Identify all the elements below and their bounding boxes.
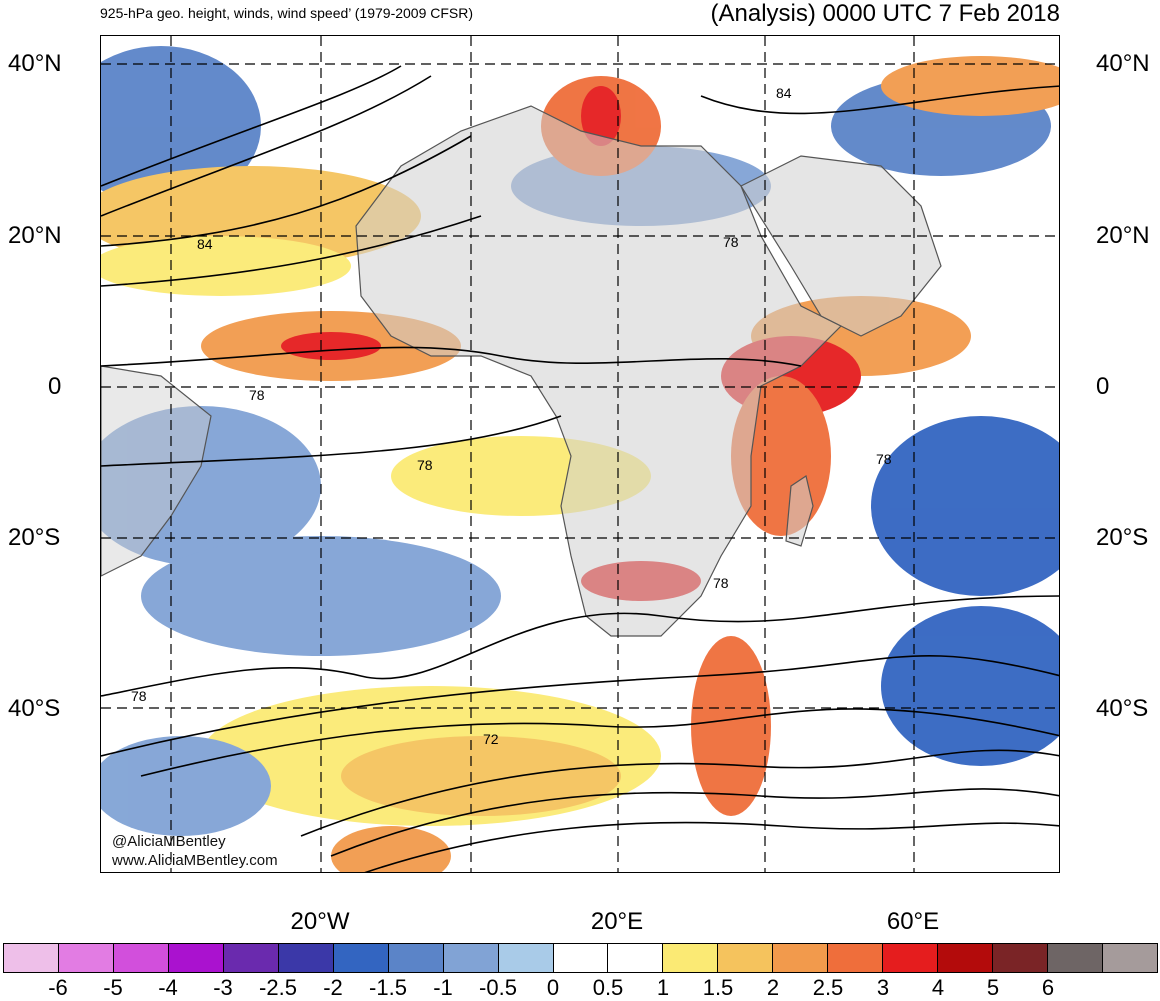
colorbar-swatch <box>388 944 444 972</box>
lon-label: 20°W <box>290 908 350 935</box>
lat-label-left: 20°N <box>8 222 62 249</box>
colorbar-swatch <box>168 944 224 972</box>
lat-label-right: 20°N <box>1096 222 1150 249</box>
colorbar-swatch <box>553 944 609 972</box>
colorbar-tick-label: -1.5 <box>369 975 407 1000</box>
colorbar-swatch <box>4 944 59 972</box>
colorbar-tick-label: -2.5 <box>259 975 297 1000</box>
contour-label: 78 <box>723 234 739 250</box>
colorbar-swatch <box>443 944 499 972</box>
lat-label-right: 40°S <box>1096 695 1149 722</box>
colorbar-tick-label: -0.5 <box>479 975 517 1000</box>
colorbar-swatch <box>718 944 774 972</box>
height-contours <box>101 65 1059 872</box>
colorbar-swatch <box>223 944 279 972</box>
contour-label: 84 <box>197 236 213 252</box>
lon-label: 20°E <box>590 908 644 935</box>
credit-handle: @AliciaMBentley <box>112 833 226 850</box>
africa-landmass <box>355 105 843 637</box>
map-panel: 84 84 78 78 78 78 78 78 72 <box>100 35 1060 873</box>
colorbar-tick-label: 1.5 <box>702 975 734 1000</box>
colorbar-tick-label: -2 <box>323 975 343 1000</box>
contour-label: 72 <box>483 731 499 747</box>
colorbar-tick-label: -6 <box>48 975 68 1000</box>
contour-label: 78 <box>713 575 729 591</box>
colorbar-tick-label: -3 <box>213 975 233 1000</box>
colorbar-tick-label: -5 <box>103 975 123 1000</box>
colorbar-swatch <box>773 944 829 972</box>
colorbar-swatch <box>58 944 114 972</box>
colorbar-tick-label: 5 <box>986 975 1000 1000</box>
map-title: (Analysis) 0000 UTC 7 Feb 2018 <box>710 0 1061 27</box>
colorbar-swatch <box>498 944 554 972</box>
colorbar-tick-label: 0.5 <box>592 975 624 1000</box>
colorbar-tick-label: 2 <box>766 975 780 1000</box>
contour-label: 78 <box>131 688 147 704</box>
lat-label-right: 0 <box>1096 373 1110 400</box>
lat-label-left: 20°S <box>8 524 61 551</box>
latlon-gridlines <box>101 36 1059 872</box>
arabia-landmass <box>740 155 942 337</box>
madagascar-landmass <box>785 475 814 547</box>
lon-label: 60°E <box>886 908 940 935</box>
map-subtitle: 925-hPa geo. height, winds, wind speed’ … <box>100 5 474 21</box>
lat-label-left: 0 <box>48 373 62 400</box>
colorbar-swatch <box>938 944 994 972</box>
contour-label: 78 <box>417 457 433 473</box>
colorbar-tick-label: -4 <box>158 975 178 1000</box>
colorbar <box>3 943 1158 973</box>
south-america-landmass <box>101 365 212 577</box>
lat-label-left: 40°S <box>8 695 61 722</box>
colorbar-swatch <box>993 944 1049 972</box>
colorbar-tick-label: 6 <box>1041 975 1055 1000</box>
colorbar-swatch <box>333 944 389 972</box>
colorbar-swatch <box>883 944 939 972</box>
colorbar-tick-label: 4 <box>931 975 945 1000</box>
contour-label: 84 <box>776 85 792 101</box>
colorbar-swatch <box>1048 944 1104 972</box>
colorbar-swatch <box>278 944 334 972</box>
colorbar-tick-label: 2.5 <box>812 975 844 1000</box>
colorbar-swatch <box>663 944 719 972</box>
contour-label: 78 <box>876 451 892 467</box>
colorbar-tick-label: 1 <box>656 975 670 1000</box>
colorbar-swatch <box>1103 944 1158 972</box>
colorbar-swatch <box>828 944 884 972</box>
colorbar-tick-label: -1 <box>433 975 453 1000</box>
lat-label-right: 40°N <box>1096 50 1150 77</box>
contour-label: 78 <box>249 387 265 403</box>
colorbar-tick-label: 3 <box>876 975 890 1000</box>
map-canvas: 84 84 78 78 78 78 78 78 72 <box>101 36 1059 872</box>
lat-label-right: 20°S <box>1096 524 1149 551</box>
colorbar-tick-label: 0 <box>546 975 560 1000</box>
contour-labels: 84 84 78 78 78 78 78 78 72 <box>131 85 892 747</box>
colorbar-swatch <box>113 944 169 972</box>
lat-label-left: 40°N <box>8 50 62 77</box>
colorbar-swatch <box>608 944 664 972</box>
credit-website: www.AliciaMBentley.com <box>112 852 278 869</box>
